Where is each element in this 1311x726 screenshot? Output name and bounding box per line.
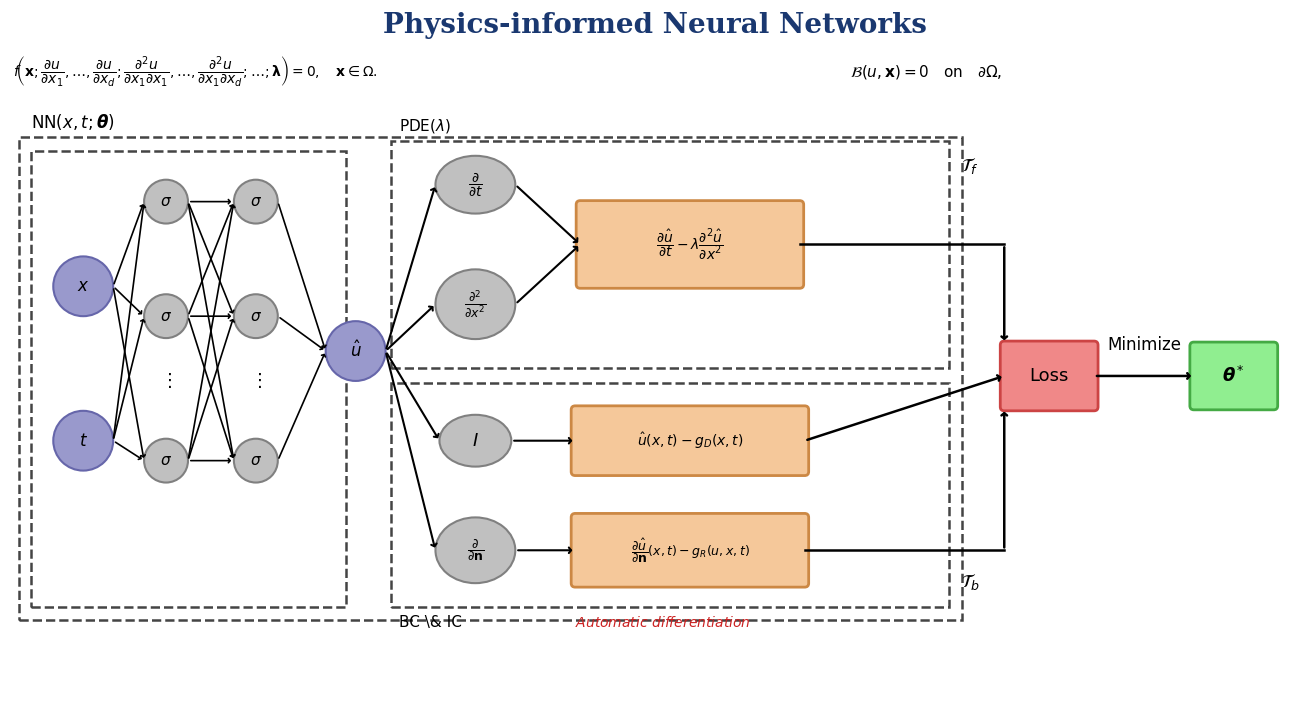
Text: $\vdots$: $\vdots$ (250, 372, 262, 391)
Text: Physics-informed Neural Networks: Physics-informed Neural Networks (383, 12, 927, 39)
Text: $\sigma$: $\sigma$ (160, 194, 172, 209)
Circle shape (233, 439, 278, 483)
FancyBboxPatch shape (572, 406, 809, 476)
Bar (391, 141, 949, 368)
Text: $\dfrac{\partial\hat{u}}{\partial\mathbf{n}}(x,t)-g_R(u,x,t)$: $\dfrac{\partial\hat{u}}{\partial\mathbf… (631, 536, 750, 565)
Text: $\mathcal{B}(u,\mathbf{x})=0\quad\mathrm{on}\quad\partial\Omega,$: $\mathcal{B}(u,\mathbf{x})=0\quad\mathrm… (850, 63, 1002, 81)
Bar (20, 137, 962, 620)
Text: $\sigma$: $\sigma$ (160, 309, 172, 324)
Text: $\hat{u}$: $\hat{u}$ (350, 340, 362, 362)
Circle shape (144, 294, 187, 338)
Text: $x$: $x$ (77, 277, 89, 295)
Text: $\dfrac{\partial}{\partial t}$: $\dfrac{\partial}{\partial t}$ (468, 171, 482, 199)
FancyBboxPatch shape (1000, 341, 1099, 411)
Bar (391, 383, 949, 607)
Ellipse shape (435, 156, 515, 213)
Text: $\mathcal{T}_f$: $\mathcal{T}_f$ (961, 156, 979, 176)
Text: $\sigma$: $\sigma$ (160, 453, 172, 468)
Circle shape (54, 256, 113, 317)
FancyBboxPatch shape (1190, 342, 1278, 409)
Text: $\boldsymbol{\theta}^*$: $\boldsymbol{\theta}^*$ (1222, 366, 1245, 386)
Text: $\dfrac{\partial}{\partial \mathbf{n}}$: $\dfrac{\partial}{\partial \mathbf{n}}$ (467, 537, 484, 563)
Text: $f\!\left(\mathbf{x};\dfrac{\partial u}{\partial x_1},\ldots,\dfrac{\partial u}{: $f\!\left(\mathbf{x};\dfrac{\partial u}{… (13, 54, 378, 89)
Text: PDE$(\lambda)$: PDE$(\lambda)$ (399, 117, 451, 135)
Text: $\dfrac{\partial^2}{\partial x^2}$: $\dfrac{\partial^2}{\partial x^2}$ (464, 288, 486, 320)
Text: $\mathit{Automatic\ differentiation}$: $\mathit{Automatic\ differentiation}$ (576, 615, 751, 630)
Circle shape (233, 294, 278, 338)
Text: $\dfrac{\partial \hat{u}}{\partial t}-\lambda\dfrac{\partial^2 \hat{u}}{\partial: $\dfrac{\partial \hat{u}}{\partial t}-\l… (656, 227, 724, 262)
Text: Minimize: Minimize (1106, 336, 1181, 354)
Text: $\vdots$: $\vdots$ (160, 372, 172, 391)
Text: $\hat{u}(x,t)-g_D(x,t)$: $\hat{u}(x,t)-g_D(x,t)$ (637, 431, 743, 451)
Circle shape (144, 180, 187, 224)
Text: $\sigma$: $\sigma$ (250, 453, 262, 468)
Text: BC \& IC: BC \& IC (399, 615, 461, 630)
Circle shape (325, 321, 385, 381)
Ellipse shape (439, 415, 511, 467)
Text: Loss: Loss (1029, 367, 1068, 385)
FancyBboxPatch shape (576, 200, 804, 288)
FancyBboxPatch shape (572, 513, 809, 587)
Text: NN$(x,t;\boldsymbol{\theta})$: NN$(x,t;\boldsymbol{\theta})$ (31, 112, 115, 132)
Text: $I$: $I$ (472, 432, 479, 449)
Circle shape (54, 411, 113, 470)
Text: $\mathcal{T}_b$: $\mathcal{T}_b$ (961, 572, 981, 592)
Text: $\sigma$: $\sigma$ (250, 194, 262, 209)
Text: $t$: $t$ (79, 432, 88, 449)
Ellipse shape (435, 269, 515, 339)
Text: $\sigma$: $\sigma$ (250, 309, 262, 324)
Ellipse shape (435, 518, 515, 583)
Circle shape (233, 180, 278, 224)
Circle shape (144, 439, 187, 483)
Bar (31, 151, 346, 607)
